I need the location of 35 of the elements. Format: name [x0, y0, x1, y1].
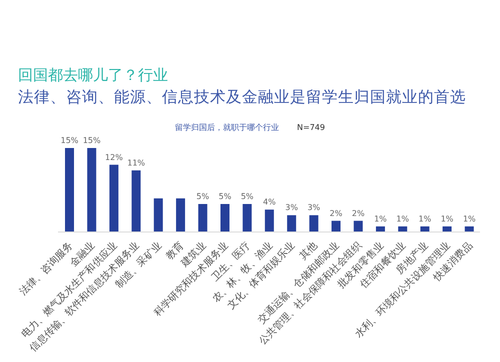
- bar: [198, 204, 208, 232]
- bar: [154, 198, 163, 232]
- data-label: 3%: [307, 203, 321, 212]
- text: N=749: [297, 123, 325, 132]
- data-label: 1%: [462, 214, 476, 224]
- bar: [354, 220, 363, 232]
- chart-title: 回国都去哪儿了？行业: [18, 66, 168, 85]
- bar: [309, 215, 318, 232]
- bar: [65, 148, 74, 232]
- text: 留学归国后，就职于哪个行业: [175, 123, 280, 132]
- data-label: 3%: [285, 203, 298, 212]
- bar: [332, 220, 341, 232]
- data-label: 4%: [263, 198, 276, 207]
- data-label: 15%: [60, 136, 79, 145]
- bar: [264, 210, 274, 232]
- data-label: 2%: [330, 208, 343, 218]
- data-label: 2%: [352, 208, 365, 218]
- bar: [109, 164, 118, 232]
- data-label: 1%: [440, 214, 454, 224]
- bar: [242, 204, 252, 232]
- data-label: 5%: [218, 192, 232, 201]
- bar: [287, 215, 296, 232]
- data-label: 15%: [82, 136, 101, 145]
- data-label: 1%: [418, 214, 432, 224]
- data-label: 5%: [196, 192, 210, 201]
- data-label: 1%: [374, 214, 388, 224]
- chart-subtitle: 法律、咨询、能源、信息技术及金融业是留学生归国就业的首选: [18, 87, 466, 108]
- bar: [220, 204, 230, 232]
- data-label: 12%: [105, 152, 124, 162]
- data-label: 11%: [127, 158, 146, 168]
- bar: [176, 198, 186, 232]
- data-label: 5%: [240, 192, 254, 201]
- data-label: 1%: [396, 214, 410, 224]
- bar: [87, 148, 96, 232]
- bar: [132, 170, 141, 232]
